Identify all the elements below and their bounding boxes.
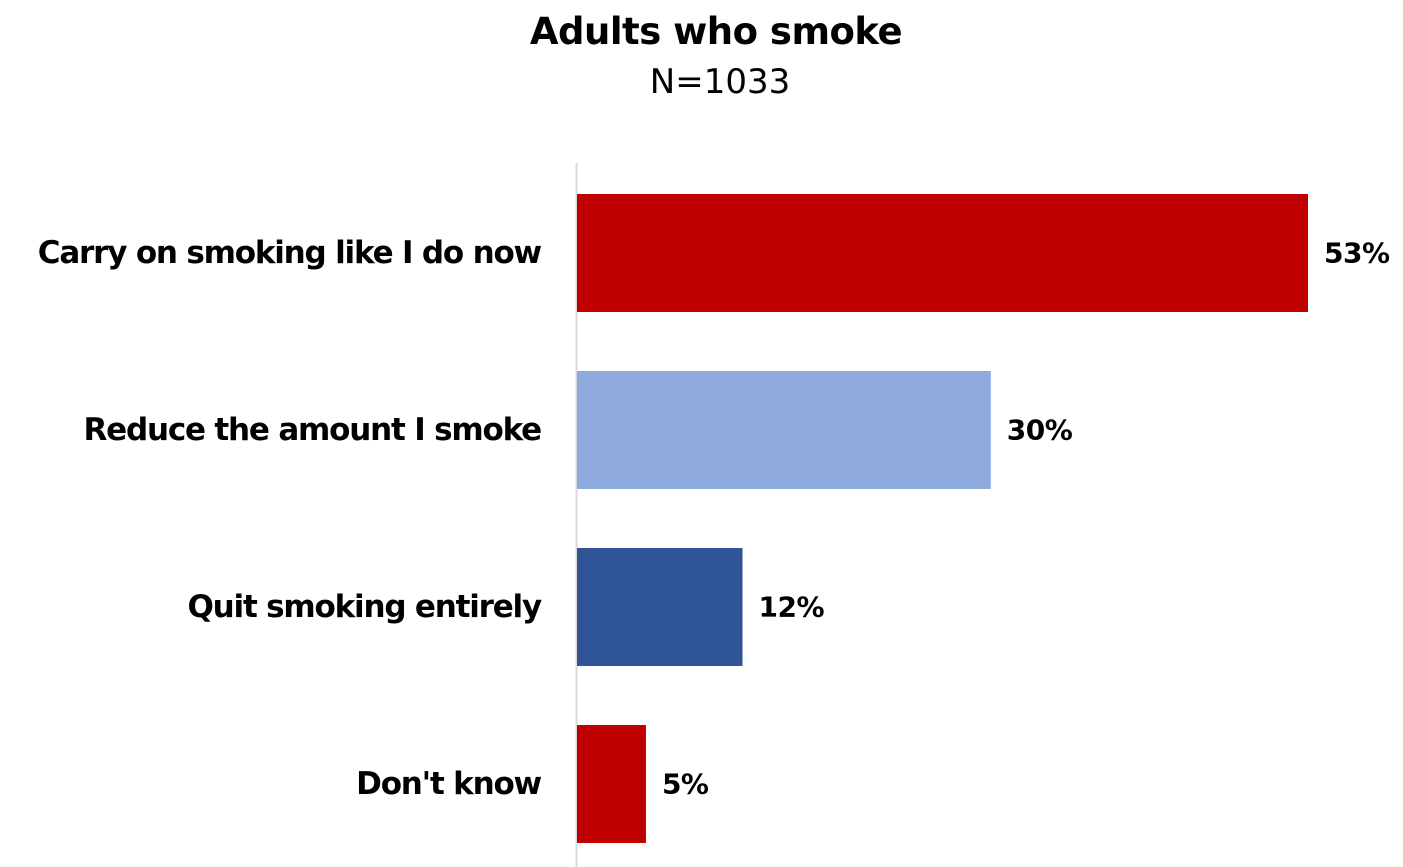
category-label: Quit smoking entirely (188, 589, 542, 625)
bar (577, 725, 646, 843)
value-label: 53% (1324, 237, 1390, 270)
value-label: 30% (1007, 414, 1073, 447)
category-label: Don't know (356, 766, 541, 802)
value-label: 5% (662, 768, 709, 801)
category-label: Carry on smoking like I do now (38, 235, 542, 271)
bars-group: Carry on smoking like I do now 53% Reduce … (38, 194, 1390, 843)
bar (577, 194, 1308, 312)
bar (577, 371, 991, 489)
chart-title: Adults who smoke (529, 10, 903, 53)
value-label: 12% (759, 591, 825, 624)
chart-subtitle: N=1033 (649, 62, 791, 102)
bar (577, 548, 743, 666)
category-label: Reduce the amount I smoke (83, 412, 541, 448)
